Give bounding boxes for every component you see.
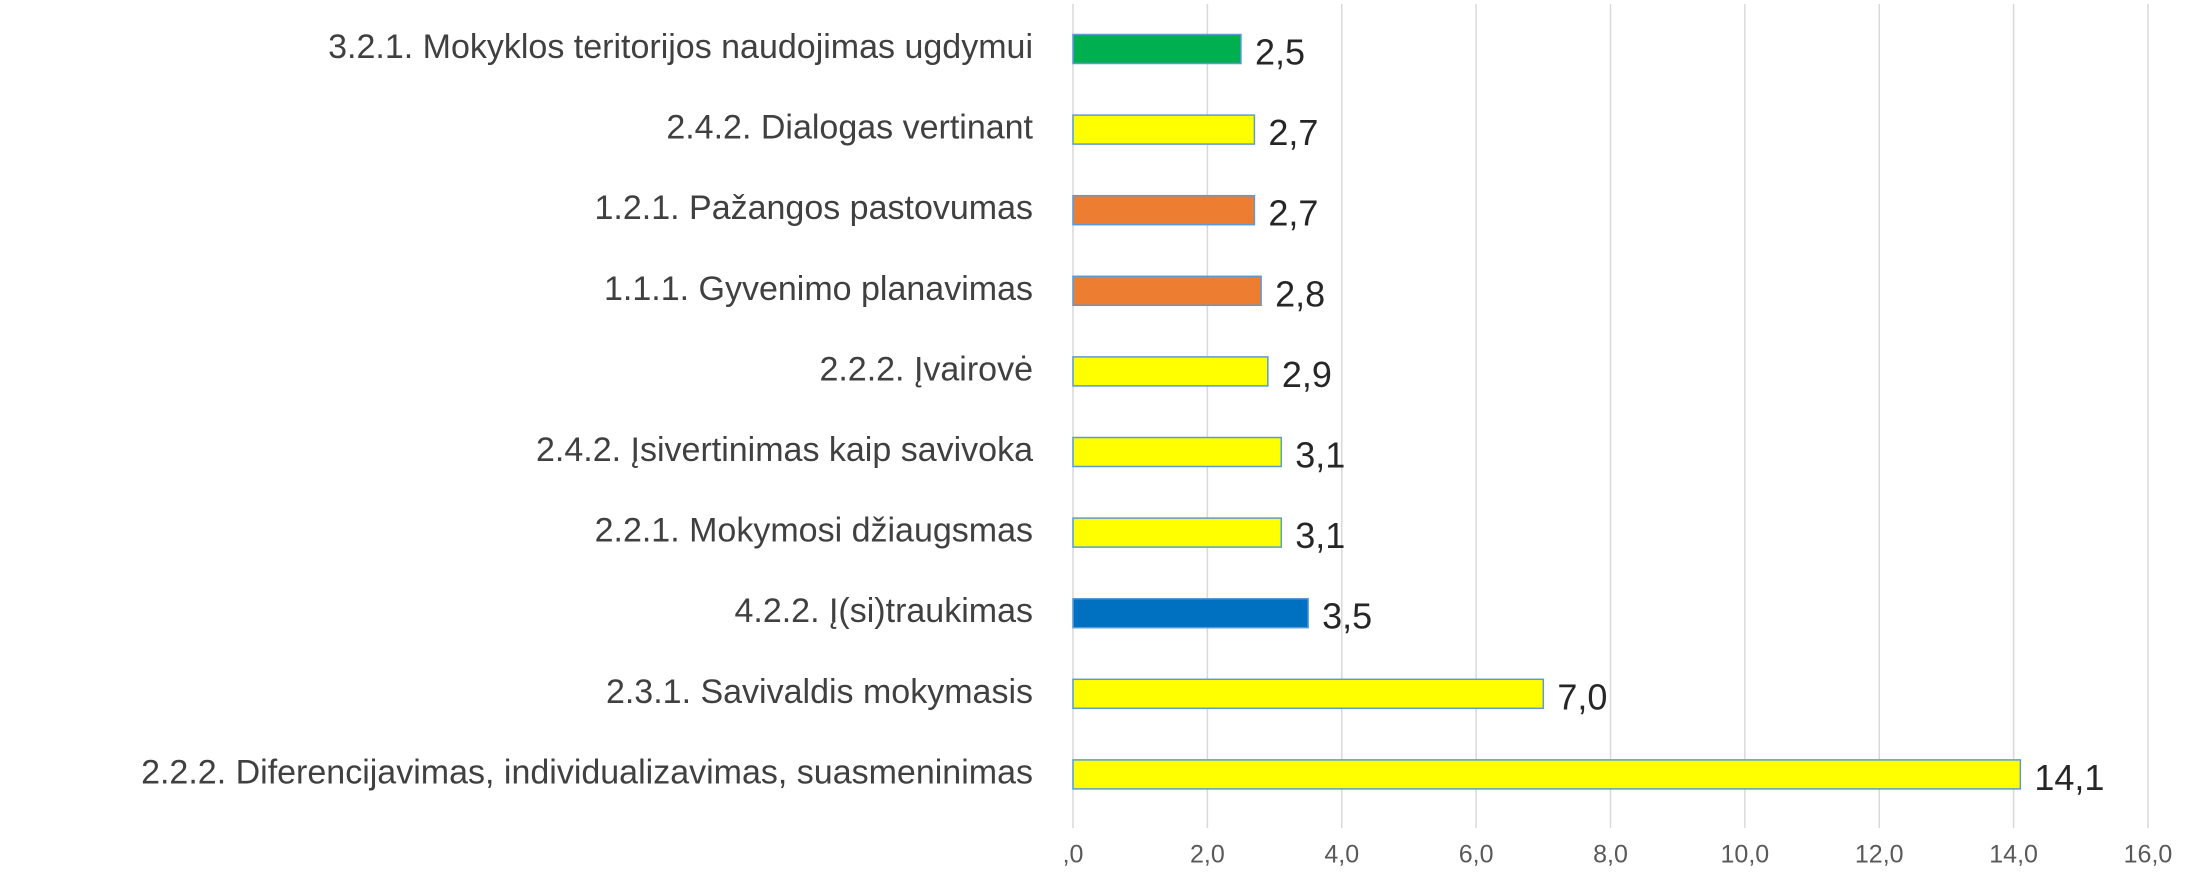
y-tick-label: 1.2.1. Pažangos pastovumas (595, 189, 1034, 227)
y-tick-label: 2.2.2. Diferencijavimas, individualizavi… (141, 753, 1033, 791)
x-tick-label: 16,0 (2124, 841, 2173, 869)
x-tick-label: 2,0 (1190, 841, 1225, 869)
y-tick-label: 3.2.1. Mokyklos teritorijos naudojimas u… (328, 28, 1033, 66)
x-tick-label: 8,0 (1593, 841, 1628, 869)
y-tick-label: 1.1.1. Gyvenimo planavimas (604, 270, 1033, 308)
x-tick-label: 12,0 (1855, 841, 1904, 869)
x-tick-label: 10,0 (1721, 841, 1770, 869)
x-tick-label: 4,0 (1324, 841, 1359, 869)
y-tick-label: 4.2.2. Į(si)traukimas (734, 592, 1033, 630)
value-label: 2,9 (1282, 354, 1332, 395)
y-tick-label: 2.4.2. Įsivertinimas kaip savivoka (536, 431, 1033, 469)
value-label: 2,5 (1255, 32, 1305, 73)
bar (1072, 678, 1545, 710)
x-tick-label: ,0 (1063, 841, 1084, 869)
value-label: 14,1 (2034, 757, 2104, 798)
value-label: 2,8 (1275, 273, 1325, 314)
bar (1072, 275, 1262, 307)
value-label: 2,7 (1268, 112, 1318, 153)
y-tick-label: 2.3.1. Savivaldis mokymasis (606, 673, 1033, 711)
value-label: 2,7 (1268, 193, 1318, 234)
bar (1072, 356, 1269, 387)
value-label: 3,5 (1322, 596, 1372, 637)
value-label: 3,1 (1295, 435, 1345, 476)
bar (1072, 597, 1309, 629)
value-label: 7,0 (1557, 676, 1607, 717)
value-label: 3,1 (1295, 515, 1345, 556)
bar (1072, 194, 1256, 226)
y-tick-label: 2.2.2. Įvairovė (819, 350, 1033, 388)
x-tick-label: 6,0 (1459, 841, 1494, 869)
x-tick-label: 14,0 (1989, 841, 2038, 869)
bar (1072, 114, 1256, 145)
y-tick-label: 2.2.1. Mokymosi džiaugsmas (595, 512, 1033, 550)
bar (1072, 759, 2022, 790)
bar (1072, 436, 1283, 468)
bar (1072, 33, 1242, 65)
bar (1072, 517, 1283, 548)
y-tick-label: 2.4.2. Dialogas vertinant (666, 109, 1033, 147)
